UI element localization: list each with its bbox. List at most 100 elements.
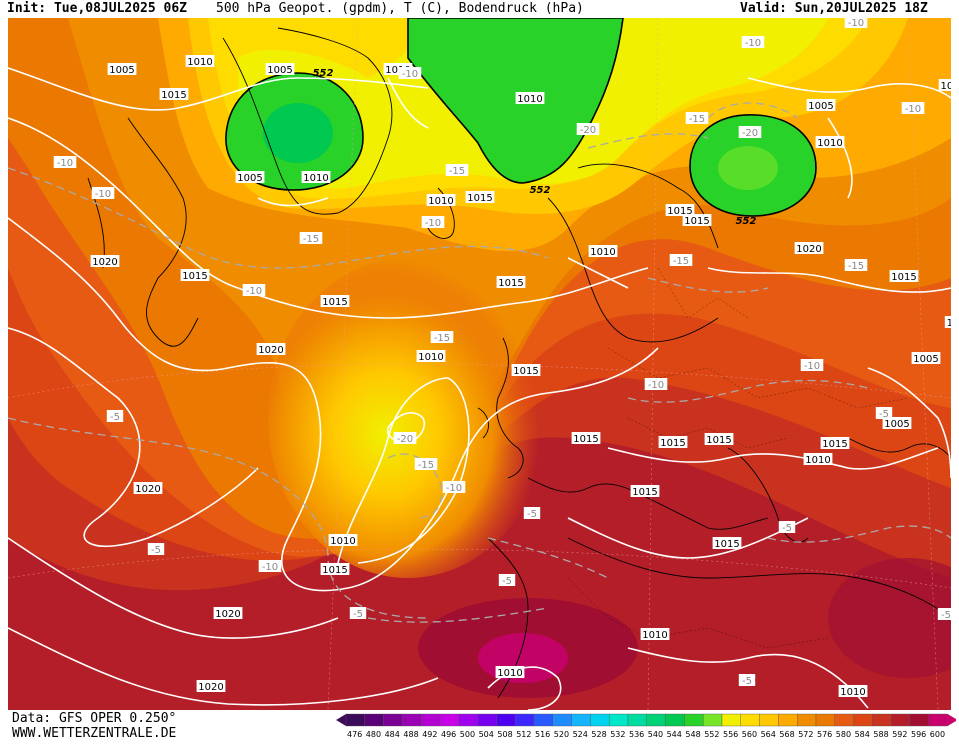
- isobar-label: 1010: [590, 247, 615, 258]
- isobar-label: 1010: [428, 196, 453, 207]
- legend-tick-label: 508: [497, 730, 512, 739]
- isotherm-label-box: [414, 458, 438, 470]
- valid-time: Valid: Sun,20JUL2025 18Z: [740, 1, 928, 16]
- isobar-label-box: [320, 563, 350, 575]
- legend-swatch: [590, 713, 610, 727]
- isobar-label: 1010: [805, 455, 830, 466]
- isobar-label: 1010: [817, 138, 842, 149]
- isotherm-label: -10: [425, 218, 441, 229]
- isotherm-label: -10: [905, 104, 921, 115]
- isobar-label-box: [571, 432, 601, 444]
- legend-swatch: [721, 713, 741, 727]
- data-source: Data: GFS OPER 0.250°: [12, 711, 177, 726]
- isobar-label-box: [712, 537, 742, 549]
- legend-swatch: [609, 713, 629, 727]
- legend-tick-label: 484: [385, 730, 400, 739]
- website: WWW.WETTERZENTRALE.DE: [12, 726, 177, 741]
- isotherm-label: -10: [246, 286, 262, 297]
- isobar-label: 100: [940, 81, 951, 92]
- isotherm-label-box: [421, 216, 445, 228]
- legend-tick-label: 540: [648, 730, 663, 739]
- isotherm-label-box: [800, 359, 824, 371]
- isobar-label: 1015: [667, 206, 692, 217]
- isobar-label: 1015: [632, 487, 657, 498]
- isotherm-label: -20: [397, 434, 413, 445]
- isotherm-label-box: [299, 232, 323, 244]
- isotherm-label: -10: [57, 158, 73, 169]
- isobar-label-box: [889, 270, 919, 282]
- legend-swatch: [552, 713, 572, 727]
- isobars: [8, 67, 951, 710]
- legend-tick-label: 532: [610, 730, 625, 739]
- legend-tick-label: 584: [855, 730, 870, 739]
- isobar-label-box: [180, 269, 210, 281]
- isotherm-label: -5: [353, 609, 363, 620]
- isobar-label: 1005: [267, 65, 292, 76]
- isobar-label-box: [820, 437, 850, 449]
- isobar-label: 1015: [322, 297, 347, 308]
- legend-tick-label: 544: [667, 730, 682, 739]
- isobar-label-box: [794, 242, 824, 254]
- isotherm-label: -15: [434, 333, 450, 344]
- isobar-label: 1015: [513, 366, 538, 377]
- isotherm-label: -15: [449, 166, 465, 177]
- legend-swatch: [909, 713, 929, 727]
- isotherm-label: -15: [418, 460, 434, 471]
- legend-tick-label: 552: [704, 730, 719, 739]
- legend-swatch: [778, 713, 798, 727]
- legend-tick-label: 492: [422, 730, 437, 739]
- legend-tick-label: 572: [798, 730, 813, 739]
- isotherm-label: -10: [745, 38, 761, 49]
- isobar-label-box: [704, 433, 734, 445]
- legend-tick-label: 476: [347, 730, 362, 739]
- isotherm-label-box: [258, 560, 282, 572]
- isobar-label: 1015: [498, 278, 523, 289]
- isobar-label: 1005: [237, 173, 262, 184]
- legend-arrow-left: [336, 714, 346, 726]
- isobar-label: 1020: [198, 682, 223, 693]
- isobar-label-box: [133, 482, 163, 494]
- isotherm-label-box: [430, 331, 454, 343]
- legend-swatch: [815, 713, 835, 727]
- isotherm-label: -15: [689, 114, 705, 125]
- isobar-label-box: [185, 55, 215, 67]
- isotherm-label: -10: [402, 69, 418, 80]
- isobar-label-box: [630, 485, 660, 497]
- isobar-label: 1005: [808, 101, 833, 112]
- isobar-label: 1015: [684, 216, 709, 227]
- isobar-label: 1015: [467, 193, 492, 204]
- isobar-label-box: [640, 628, 670, 640]
- isotherm-label: -5: [110, 412, 120, 423]
- isobar-label: 1015: [573, 434, 598, 445]
- isobar-label: 1010: [303, 173, 328, 184]
- legend-swatch: [383, 713, 403, 727]
- isobar-label-box: [213, 607, 243, 619]
- isotherm-label: -5: [527, 509, 537, 520]
- isotherm-label-box: [498, 574, 516, 586]
- isobar-label-box: [882, 417, 912, 429]
- isobar-label-box: [938, 79, 951, 91]
- legend-swatch: [345, 713, 365, 727]
- init-time: Init: Tue,08JUL2025 06Z: [7, 1, 188, 16]
- geopotential-label: 552: [530, 185, 551, 196]
- legend-tick-label: 516: [535, 730, 550, 739]
- legend-tick-label: 504: [479, 730, 494, 739]
- isobar-label-box: [159, 88, 189, 100]
- isotherm-label: -10: [848, 18, 864, 29]
- isobar-label: 1020: [796, 244, 821, 255]
- isobar-label-box: [301, 171, 331, 183]
- legend-swatch: [533, 713, 553, 727]
- legend-swatch: [458, 713, 478, 727]
- isotherm-label: -20: [742, 128, 758, 139]
- isobar-label-box: [328, 534, 358, 546]
- isobar-label: 10: [947, 318, 951, 329]
- legend-tick-label: 564: [761, 730, 776, 739]
- legend-tick-label: 488: [403, 730, 418, 739]
- legend-swatch: [891, 713, 911, 727]
- isotherm-label-box: [937, 608, 951, 620]
- isotherm-label: -5: [941, 610, 951, 621]
- isobar-label-box: [511, 364, 541, 376]
- isobar-label-box: [426, 194, 456, 206]
- isotherm-label-box: [844, 18, 868, 28]
